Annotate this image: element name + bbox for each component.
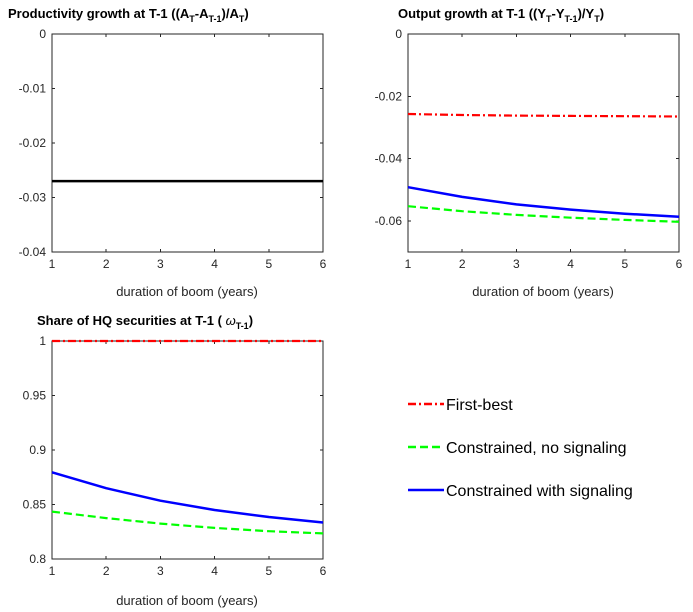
x-tick-label: 5 — [621, 257, 628, 271]
panel1-title: Productivity growth at T-1 ((AT-AT-1)/AT… — [8, 6, 249, 24]
panel1-axes: 1 2 3 4 5 6 -0.04 -0.03 -0.02 -0.01 0 — [19, 27, 327, 271]
y-tick-label: -0.06 — [375, 214, 403, 228]
plot-frame — [407, 33, 680, 253]
y-tick-label: 0.8 — [29, 552, 46, 566]
y-tick-label: 0.95 — [23, 389, 47, 403]
series-line-constrained-no-signaling — [407, 205, 680, 223]
series-line-constrained-with-signaling — [51, 471, 324, 524]
legend-label: First-best — [446, 397, 513, 414]
panel3-series — [51, 339, 324, 535]
x-tick-label: 6 — [676, 257, 683, 271]
panel3-xlabel: duration of boom (years) — [116, 593, 258, 608]
y-tick-label: 1 — [39, 334, 46, 348]
x-tick-label: 2 — [103, 564, 110, 578]
legend-label: Constrained with signaling — [446, 483, 633, 500]
panel-output-growth: Output growth at T-1 ((YT-YT-1)/YT) 1 2 3 4… — [375, 6, 683, 299]
x-tick-label: 1 — [405, 257, 412, 271]
y-tick-label: -0.01 — [19, 82, 47, 96]
y-tick-label: 0.85 — [23, 498, 47, 512]
y-tick-label: -0.03 — [19, 191, 47, 205]
x-tick-label: 2 — [459, 257, 466, 271]
panel2-series — [407, 112, 680, 223]
x-tick-label: 4 — [567, 257, 574, 271]
x-tick-label: 3 — [157, 257, 164, 271]
series-line-constrained-with-signaling — [407, 185, 680, 219]
series-line-first-best — [407, 112, 680, 118]
x-tick-label: 3 — [157, 564, 164, 578]
panel2-xlabel: duration of boom (years) — [472, 284, 614, 299]
panel-productivity-growth: Productivity growth at T-1 ((AT-AT-1)/AT… — [8, 6, 327, 299]
y-tick-label: -0.02 — [19, 136, 47, 150]
x-tick-label: 5 — [265, 257, 272, 271]
x-tick-label: 4 — [211, 257, 218, 271]
x-tick-label: 4 — [211, 564, 218, 578]
x-tick-label: 3 — [513, 257, 520, 271]
panel2-axes: 1 2 3 4 5 6 -0.06 -0.04 -0.02 0 — [375, 27, 683, 271]
panel-hq-share: Share of HQ securities at T-1 ( ωT-1) 1 2… — [23, 313, 327, 608]
panel3-axes: 1 2 3 4 5 6 0.8 0.85 0.9 0.95 1 — [23, 334, 327, 578]
y-tick-label: 0 — [395, 27, 402, 41]
legend-label: Constrained, no signaling — [446, 440, 627, 457]
legend: First-best Constrained, no signaling Const… — [408, 397, 633, 500]
y-tick-label: -0.04 — [375, 152, 403, 166]
y-tick-label: -0.04 — [19, 245, 47, 259]
series-line-constrained-no-signaling — [51, 510, 324, 535]
x-tick-label: 6 — [320, 564, 327, 578]
plot-frame — [51, 33, 324, 253]
x-tick-label: 1 — [49, 564, 56, 578]
panel1-xlabel: duration of boom (years) — [116, 284, 258, 299]
x-tick-label: 6 — [320, 257, 327, 271]
y-tick-label: 0 — [39, 27, 46, 41]
x-tick-label: 5 — [265, 564, 272, 578]
panel3-title: Share of HQ securities at T-1 ( ωT-1) — [37, 313, 253, 331]
panel2-title: Output growth at T-1 ((YT-YT-1)/YT) — [398, 6, 604, 24]
y-tick-label: 0.9 — [29, 443, 46, 457]
y-tick-label: -0.02 — [375, 89, 403, 103]
x-tick-label: 1 — [49, 257, 56, 271]
x-tick-label: 2 — [103, 257, 110, 271]
